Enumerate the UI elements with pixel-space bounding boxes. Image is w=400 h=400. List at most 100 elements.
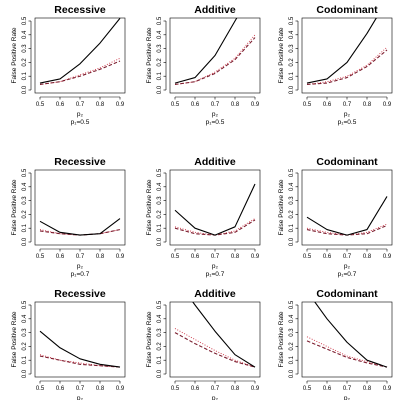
panel-title: Recessive	[54, 4, 106, 16]
x-tick-label: 0.9	[383, 386, 392, 392]
y-tick-label: 0.2	[289, 342, 295, 351]
x-tick-label: 0.8	[231, 102, 240, 108]
x-axis-sublabel: p₁=0.5	[71, 119, 90, 126]
x-axis-label: p₂	[77, 263, 84, 270]
y-tick-label: 0.2	[157, 58, 163, 67]
y-tick-label: 0.0	[289, 369, 295, 378]
y-tick-label: 0.4	[157, 314, 163, 323]
plot-frame	[301, 301, 393, 378]
chart-panel-9: Codominant 0.5 0.6 0.7 0.8 0.9 0.0 0.1 0.2 0.3 0.4…	[278, 288, 393, 400]
y-tick-label: 0.2	[289, 58, 295, 67]
y-axis-label: False Positive Rate	[278, 27, 285, 83]
y-tick-label: 0.2	[157, 342, 163, 351]
y-tick-label: 0.4	[289, 182, 295, 191]
y-tick-label: 0.5	[22, 168, 28, 177]
x-axis-label: p₂	[344, 395, 351, 400]
series-line-dotted	[174, 34, 256, 85]
y-tick-label: 0.5	[22, 300, 28, 309]
x-axis-sublabel: p₁=0.7	[338, 271, 357, 278]
y-tick-label: 0.0	[289, 85, 295, 94]
x-tick-label: 0.8	[363, 254, 372, 260]
x-tick-label: 0.7	[76, 386, 85, 392]
x-tick-label: 0.7	[343, 102, 352, 108]
series-line-dotted	[306, 46, 388, 85]
series-line-dashed	[39, 60, 121, 86]
y-tick-label: 0.1	[289, 355, 295, 364]
y-tick-label: 0.4	[157, 30, 163, 39]
y-tick-label: 0.0	[289, 237, 295, 246]
x-tick-label: 0.6	[191, 386, 200, 392]
y-tick-label: 0.1	[22, 223, 28, 232]
x-axis-sublabel: p₁=0.7	[71, 271, 90, 278]
x-tick-label: 0.5	[36, 386, 45, 392]
series-line-solid	[314, 302, 388, 368]
y-tick-label: 0.4	[22, 182, 28, 191]
y-tick-label: 0.0	[157, 237, 163, 246]
series-line-solid	[39, 330, 121, 368]
y-tick-label: 0.1	[157, 223, 163, 232]
x-tick-label: 0.9	[116, 254, 125, 260]
y-tick-label: 0.2	[157, 210, 163, 219]
plot-frame	[301, 17, 393, 94]
panel-title: Recessive	[54, 288, 106, 300]
x-axis-label: p₂	[344, 111, 351, 118]
x-axis-label: p₂	[344, 263, 351, 270]
y-tick-label: 0.3	[289, 196, 295, 205]
x-tick-label: 0.7	[343, 386, 352, 392]
chart-panel-8: Additive 0.5 0.6 0.7 0.8 0.9 0.0 0.1 0.2 0.3 0.4 0.…	[146, 288, 261, 400]
x-tick-label: 0.6	[56, 386, 65, 392]
x-tick-label: 0.6	[323, 102, 332, 108]
chart-panel-5: Additive 0.5 0.6 0.7 0.8 0.9 0.0 0.1 0.2 0.3 0.4 0.…	[146, 156, 261, 278]
x-tick-label: 0.9	[383, 102, 392, 108]
x-tick-label: 0.8	[231, 254, 240, 260]
x-tick-label: 0.6	[56, 102, 65, 108]
x-tick-label: 0.9	[251, 102, 260, 108]
panel-title: Additive	[194, 288, 236, 300]
x-tick-label: 0.8	[96, 102, 105, 108]
x-axis-label: p₂	[77, 395, 84, 400]
y-tick-label: 0.1	[289, 71, 295, 80]
y-tick-label: 0.0	[22, 85, 28, 94]
y-axis-label: False Positive Rate	[146, 311, 153, 367]
y-tick-label: 0.1	[157, 355, 163, 364]
y-tick-label: 0.2	[22, 58, 28, 67]
y-tick-label: 0.0	[157, 85, 163, 94]
series-line-dashed	[39, 355, 121, 368]
x-tick-label: 0.6	[323, 254, 332, 260]
series-line-dashed	[39, 229, 121, 236]
y-axis-label: False Positive Rate	[278, 179, 285, 235]
y-tick-label: 0.2	[22, 210, 28, 219]
x-tick-label: 0.5	[171, 102, 180, 108]
panel-title: Additive	[194, 4, 236, 16]
x-tick-label: 0.5	[36, 102, 45, 108]
y-tick-label: 0.2	[22, 342, 28, 351]
series-line-solid	[192, 302, 256, 368]
x-tick-label: 0.9	[251, 254, 260, 260]
x-tick-label: 0.8	[96, 254, 105, 260]
x-axis-label: p₂	[212, 111, 219, 118]
x-tick-label: 0.9	[116, 386, 125, 392]
chart-panel-7: Recessive 0.5 0.6 0.7 0.8 0.9 0.0 0.1 0.2 0.3 0.4 0…	[11, 288, 126, 400]
y-tick-label: 0.5	[22, 16, 28, 25]
series-line-dotted	[174, 328, 256, 368]
chart-panel-6: Codominant 0.5 0.6 0.7 0.8 0.9 0.0 0.1 0.2 0.3 0.4…	[278, 156, 393, 278]
y-tick-label: 0.3	[157, 196, 163, 205]
chart-panel-4: Recessive 0.5 0.6 0.7 0.8 0.9 0.0 0.1 0.2 0.3 0.4 0…	[11, 156, 126, 278]
plot-frame	[169, 169, 261, 246]
x-axis-sublabel: p₁=0.5	[338, 119, 357, 126]
x-tick-label: 0.6	[191, 254, 200, 260]
x-axis-label: p₂	[77, 111, 84, 118]
x-axis-sublabel: p₁=0.5	[206, 119, 225, 126]
x-tick-label: 0.6	[323, 386, 332, 392]
x-axis-label: p₂	[212, 395, 219, 400]
x-tick-label: 0.5	[303, 386, 312, 392]
y-tick-label: 0.0	[157, 369, 163, 378]
y-tick-label: 0.3	[22, 328, 28, 337]
series-line-solid	[174, 183, 256, 236]
x-tick-label: 0.5	[171, 254, 180, 260]
y-tick-label: 0.4	[22, 30, 28, 39]
plot-frame	[34, 301, 126, 378]
series-line-solid	[306, 18, 377, 84]
plot-frame	[301, 169, 393, 246]
